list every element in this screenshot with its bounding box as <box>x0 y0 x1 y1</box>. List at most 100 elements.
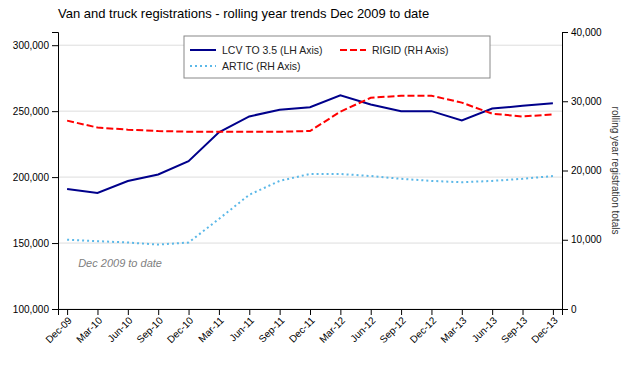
tick-mark <box>249 309 250 315</box>
legend-label: ARTIC (RH Axis) <box>222 60 301 72</box>
tick-label: Mar-11 <box>196 314 226 344</box>
tick: Dec-10 <box>165 309 196 345</box>
tick: Sep-13 <box>499 309 530 345</box>
chart: 100,000 150,000 200,000 250,000 300,000 0 10,0… <box>0 0 624 367</box>
tick-label: Mar-10 <box>74 314 104 344</box>
tick: Mar-12 <box>317 309 347 345</box>
legend-label: LCV TO 3.5 (LH Axis) <box>222 44 323 56</box>
tick-label: Dec-09 <box>43 314 74 345</box>
legend-item: RIGID (RH Axis) <box>340 44 448 56</box>
title: Van and truck registrations - rolling ye… <box>58 6 429 21</box>
legend-swatch <box>190 65 216 67</box>
tick-label: Dec-11 <box>287 314 317 344</box>
tick-mark <box>158 309 159 315</box>
tick-mark <box>340 309 341 315</box>
tick-mark <box>553 309 554 315</box>
tick: 300,000 <box>13 40 58 51</box>
tick: 20,000 <box>562 165 602 176</box>
tick: Sep-10 <box>134 309 165 345</box>
tick-label: 30,000 <box>571 96 602 107</box>
tick: Sep-12 <box>377 309 408 345</box>
tick-mark <box>523 309 524 315</box>
plot-area: 100,000 150,000 200,000 250,000 300,000 0 10,0… <box>13 27 602 346</box>
y2-axis: 0 10,000 20,000 30,000 40,000 <box>562 27 602 315</box>
tick-label: Mar-13 <box>438 314 468 344</box>
tick-mark <box>128 309 129 315</box>
tick-label: 300,000 <box>13 40 50 51</box>
tick-mark <box>401 309 402 315</box>
tick-label: Jun-10 <box>105 314 135 344</box>
tick-mark <box>310 309 311 315</box>
tick-mark <box>562 32 568 33</box>
tick-label: Dec-12 <box>408 314 439 345</box>
tick-mark <box>280 309 281 315</box>
tick: Dec-12 <box>408 309 439 345</box>
annotation: Dec 2009 to date <box>78 257 162 269</box>
tick: Mar-13 <box>438 309 468 345</box>
grid-line <box>58 177 562 178</box>
legend-swatch <box>340 49 366 51</box>
tick-label: 0 <box>571 304 577 315</box>
tick-mark <box>52 45 58 46</box>
tick: Jun-12 <box>348 309 378 344</box>
tick-mark <box>97 309 98 315</box>
legend-swatch <box>190 49 216 51</box>
tick-label: Jun-11 <box>227 314 256 343</box>
legend-item: ARTIC (RH Axis) <box>190 60 301 72</box>
tick-label: 20,000 <box>571 165 602 176</box>
axis-line <box>52 33 59 310</box>
tick: Mar-11 <box>196 309 226 344</box>
legend: LCV TO 3.5 (LH Axis) RIGID (RH Axis) ARTIC… <box>184 36 490 78</box>
y-axis: 100,000 150,000 200,000 250,000 300,000 <box>13 33 59 315</box>
tick-mark <box>562 101 568 102</box>
line <box>67 174 553 245</box>
axis-line <box>59 310 563 316</box>
x-axis: Dec-09Mar-10Jun-10Sep-10Dec-10Mar-11Jun-… <box>43 309 562 345</box>
tick-mark <box>52 111 58 112</box>
tick: Dec-11 <box>287 309 317 345</box>
tick: Sep-11 <box>256 309 286 345</box>
tick-mark <box>562 240 568 241</box>
tick: Jun-13 <box>470 309 500 344</box>
tick-label: Sep-13 <box>499 314 530 345</box>
tick-label: 150,000 <box>13 238 50 249</box>
tick-mark <box>52 177 58 178</box>
grid <box>58 45 562 309</box>
tick-label: 10,000 <box>571 234 602 245</box>
line <box>67 96 553 132</box>
tick-mark <box>462 309 463 315</box>
tick: 10,000 <box>562 234 602 245</box>
tick: 150,000 <box>13 238 58 249</box>
tick: Jun-10 <box>105 309 135 344</box>
tick-label: 250,000 <box>13 106 50 117</box>
tick-label: Dec-10 <box>165 314 196 345</box>
tick: Jun-11 <box>227 309 256 344</box>
line <box>67 95 553 193</box>
tick-label: Sep-12 <box>377 314 408 345</box>
tick-label: 200,000 <box>13 172 50 183</box>
series-group <box>67 95 553 244</box>
tick-label: 40,000 <box>571 27 602 38</box>
tick-label: 100,000 <box>13 304 50 315</box>
tick-mark <box>219 309 220 315</box>
tick-mark <box>562 171 568 172</box>
tick-label: Mar-12 <box>317 314 347 344</box>
tick-mark <box>189 309 190 315</box>
tick-label: Sep-11 <box>256 314 286 344</box>
tick-label: Jun-13 <box>470 314 500 344</box>
tick: 0 <box>562 304 577 315</box>
axis-line <box>563 33 569 310</box>
tick-label: Sep-10 <box>134 314 165 345</box>
tick: Mar-10 <box>74 309 104 345</box>
tick-label: Jun-12 <box>348 314 378 344</box>
tick-label: Dec-13 <box>529 314 560 345</box>
tick: 40,000 <box>562 27 602 38</box>
tick-mark <box>431 309 432 315</box>
tick: 200,000 <box>13 172 58 183</box>
tick-mark <box>492 309 493 315</box>
legend-box <box>184 36 490 78</box>
tick: 30,000 <box>562 96 602 107</box>
axis-label: rolling year registration totals <box>610 107 621 235</box>
legend-item: LCV TO 3.5 (LH Axis) <box>190 44 323 56</box>
tick: 100,000 <box>13 304 58 315</box>
